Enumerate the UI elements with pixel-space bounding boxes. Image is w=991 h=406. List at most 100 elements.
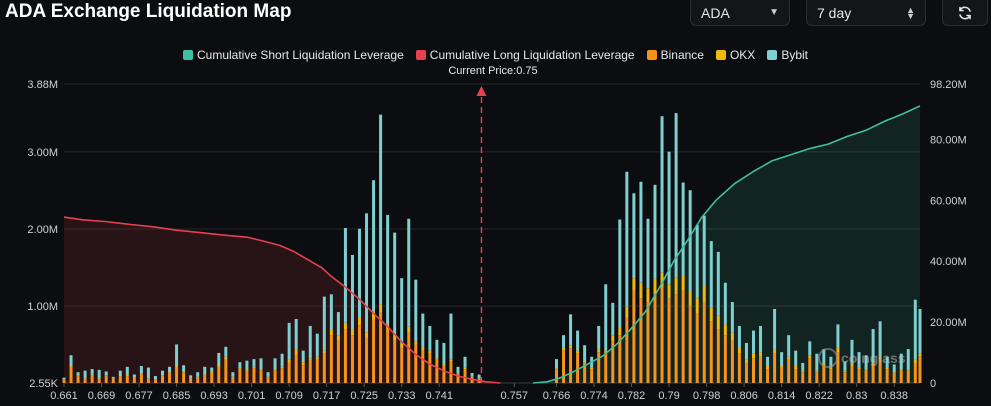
legend-swatch bbox=[715, 50, 726, 60]
y-left-tick-label: 3.00M bbox=[27, 147, 58, 159]
bar-binance bbox=[69, 367, 73, 383]
bar-binance bbox=[878, 359, 882, 383]
bar-bybit bbox=[421, 313, 425, 348]
bar-bybit bbox=[428, 325, 432, 351]
bar-binance bbox=[83, 378, 87, 383]
bar-okx bbox=[716, 315, 720, 330]
bar-binance bbox=[463, 369, 467, 383]
bar-binance bbox=[674, 294, 678, 383]
bar-binance bbox=[421, 350, 425, 383]
bar-bybit bbox=[730, 302, 734, 333]
x-tick-label: 0.782 bbox=[618, 390, 646, 402]
bar-binance bbox=[97, 379, 101, 383]
bar-bybit bbox=[252, 359, 256, 367]
bar-binance bbox=[766, 369, 770, 383]
legend-item-short[interactable]: Cumulative Short Liquidation Leverage bbox=[182, 47, 404, 63]
bar-bybit bbox=[702, 215, 706, 286]
bar-okx bbox=[766, 366, 770, 370]
bar-bybit bbox=[674, 113, 678, 278]
legend-swatch bbox=[767, 50, 778, 60]
bar-bybit bbox=[175, 344, 179, 367]
bar-okx bbox=[569, 345, 573, 349]
bar-okx bbox=[414, 341, 418, 345]
bar-okx bbox=[365, 332, 369, 339]
bar-okx bbox=[843, 370, 847, 373]
bar-bybit bbox=[780, 352, 784, 367]
bar-okx bbox=[435, 358, 439, 360]
bar-bybit bbox=[287, 322, 291, 360]
bar-okx bbox=[554, 368, 558, 370]
bar-bybit bbox=[583, 345, 587, 363]
bar-okx bbox=[224, 356, 228, 360]
x-tick-label: 0.83 bbox=[846, 390, 867, 402]
bar-bybit bbox=[301, 350, 305, 363]
bar-okx bbox=[175, 366, 179, 368]
bar-bybit bbox=[153, 376, 157, 380]
bar-binance bbox=[301, 365, 305, 383]
bar-okx bbox=[864, 369, 868, 371]
bar-binance bbox=[266, 376, 270, 383]
bar-binance bbox=[562, 350, 566, 383]
x-tick-label: 0.661 bbox=[50, 390, 78, 402]
bar-okx bbox=[357, 317, 361, 326]
bar-binance bbox=[730, 340, 734, 383]
bar-binance bbox=[280, 368, 284, 383]
bar-bybit bbox=[787, 335, 791, 357]
x-tick-label: 0.725 bbox=[350, 390, 378, 402]
bar-okx bbox=[808, 355, 812, 359]
bar-bybit bbox=[125, 366, 129, 375]
bar-bybit bbox=[632, 193, 636, 279]
bar-okx bbox=[343, 322, 347, 330]
x-tick-label: 0.838 bbox=[880, 390, 908, 402]
short-cumulative-area bbox=[533, 105, 920, 383]
bar-bybit bbox=[435, 339, 439, 359]
bar-bybit bbox=[709, 241, 713, 308]
y-right-tick-label: 20.00M bbox=[930, 317, 967, 329]
bar-bybit bbox=[379, 114, 383, 305]
period-select[interactable]: 7 day ▲ ▼ bbox=[806, 0, 926, 26]
x-tick-label: 0.733 bbox=[388, 390, 416, 402]
bar-bybit bbox=[357, 228, 361, 318]
legend-item-long[interactable]: Cumulative Long Liquidation Leverage bbox=[415, 47, 635, 63]
coin-select[interactable]: ADA ▼ bbox=[690, 0, 790, 26]
bar-binance bbox=[393, 340, 397, 383]
y-left-tick-label: 1.00M bbox=[27, 301, 58, 313]
bar-okx bbox=[667, 284, 671, 299]
bar-binance bbox=[918, 356, 922, 383]
bar-okx bbox=[421, 347, 425, 351]
x-tick-label: 0.677 bbox=[125, 390, 153, 402]
bar-bybit bbox=[350, 254, 354, 330]
bar-binance bbox=[590, 369, 594, 383]
bar-binance bbox=[111, 378, 115, 383]
bar-okx bbox=[597, 349, 601, 353]
bar-binance bbox=[639, 298, 643, 383]
current-price-label: Current Price:0.75 bbox=[448, 65, 538, 77]
legend-label: Binance bbox=[660, 48, 704, 62]
bar-okx bbox=[885, 367, 889, 370]
bar-okx bbox=[850, 362, 854, 367]
chart-legend: Cumulative Short Liquidation Leverage Cu… bbox=[0, 47, 991, 63]
bar-okx bbox=[918, 353, 922, 357]
bar-bybit bbox=[160, 370, 164, 376]
bar-binance bbox=[357, 325, 361, 383]
legend-item-bybit[interactable]: Bybit bbox=[767, 47, 808, 63]
bar-okx bbox=[801, 370, 805, 373]
legend-item-binance[interactable]: Binance bbox=[646, 47, 704, 63]
bar-binance bbox=[702, 302, 706, 383]
bar-okx bbox=[125, 374, 129, 377]
x-tick-label: 0.685 bbox=[163, 390, 191, 402]
chevron-down-icon: ▼ bbox=[769, 7, 779, 18]
bar-bybit bbox=[773, 308, 777, 350]
bar-binance bbox=[343, 329, 347, 383]
refresh-button[interactable] bbox=[942, 0, 988, 26]
watermark-logo bbox=[818, 348, 838, 368]
bar-bybit bbox=[336, 312, 340, 336]
bar-okx bbox=[442, 364, 446, 367]
legend-item-okx[interactable]: OKX bbox=[715, 47, 755, 63]
bar-okx bbox=[702, 285, 706, 303]
bar-bybit bbox=[639, 181, 643, 283]
bar-binance bbox=[815, 372, 819, 383]
bar-binance bbox=[203, 374, 207, 383]
bar-okx bbox=[695, 298, 699, 314]
bar-binance bbox=[259, 370, 263, 383]
